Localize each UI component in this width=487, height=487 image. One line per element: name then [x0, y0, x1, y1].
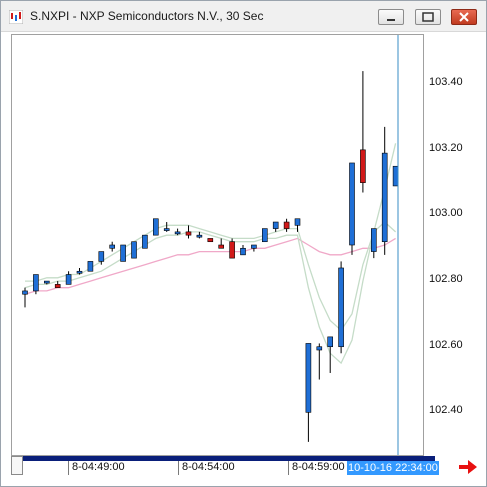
app-chart-icon	[9, 10, 23, 24]
price-label: 103.00	[429, 207, 463, 220]
minimize-icon	[387, 19, 395, 21]
candle-down	[218, 244, 224, 249]
time-axis[interactable]: 8-04:49:00 8-04:54:00 8-04:59:00 10-10-1…	[11, 456, 484, 476]
candle-down	[283, 221, 290, 229]
maximize-button[interactable]	[415, 9, 441, 25]
candle-up	[98, 251, 105, 262]
time-tick	[178, 461, 179, 475]
time-label: 8-04:49:00	[72, 461, 125, 473]
time-tick	[68, 461, 69, 475]
candle-up	[316, 346, 323, 351]
title-bar[interactable]: S.NXPI - NXP Semiconductors N.V., 30 Sec	[1, 1, 486, 32]
price-label: 103.40	[429, 76, 463, 89]
candle-down	[54, 284, 61, 288]
candle-up	[240, 247, 246, 256]
time-label: 8-04:59:00	[292, 461, 345, 473]
moving-average-lower-line	[25, 221, 397, 332]
candle-down	[360, 149, 366, 183]
candle-up	[76, 270, 83, 274]
candle-up	[305, 343, 312, 413]
candle-up	[131, 241, 137, 259]
price-chart[interactable]	[11, 34, 424, 456]
price-label: 102.40	[429, 404, 463, 417]
candle-up	[262, 228, 268, 243]
price-axis[interactable]: 103.40 103.20 103.00 102.80 102.60 102.4…	[424, 34, 482, 456]
close-button[interactable]	[451, 9, 477, 25]
candle-up	[153, 218, 159, 236]
candle-up	[120, 244, 126, 262]
candle-up	[22, 290, 28, 295]
candle-up	[142, 234, 148, 249]
candle-up	[65, 274, 72, 285]
window-title: S.NXPI - NXP Semiconductors N.V., 30 Sec	[30, 9, 264, 23]
minimize-button[interactable]	[378, 9, 404, 25]
scrollbar[interactable]	[23, 456, 435, 461]
price-label: 102.60	[429, 338, 463, 351]
current-time-label: 10-10-16 22:34:00	[347, 461, 439, 475]
scroll-right-arrow-icon[interactable]	[458, 459, 478, 475]
close-icon	[459, 12, 469, 22]
candle-up	[33, 274, 39, 292]
candle-up	[196, 234, 203, 238]
candle-down	[207, 238, 214, 243]
slow-moving-average-line	[24, 237, 396, 295]
moving-average-upper-line	[24, 143, 397, 365]
candle-up	[392, 165, 399, 187]
candle-up	[294, 218, 301, 226]
candle-down	[229, 241, 235, 259]
maximize-icon	[422, 12, 434, 22]
price-label: 103.20	[429, 141, 463, 154]
price-label: 102.80	[429, 273, 463, 286]
candle-up	[370, 228, 377, 252]
candle-up	[174, 231, 181, 235]
time-tick	[288, 461, 289, 475]
candle-up	[109, 244, 115, 249]
candle-up	[338, 267, 344, 348]
candle-up	[272, 221, 279, 229]
candle-up	[43, 280, 50, 284]
candle-up	[251, 244, 257, 249]
candle-up	[381, 152, 388, 243]
candle-up	[349, 162, 355, 246]
candle-up	[327, 336, 334, 348]
candle-up	[87, 261, 94, 272]
scroll-thumb[interactable]	[11, 456, 23, 475]
candlestick-chart[interactable]	[12, 35, 423, 455]
candle-up	[163, 228, 170, 231]
time-label: 8-04:54:00	[182, 461, 235, 473]
candle-down	[185, 231, 192, 236]
